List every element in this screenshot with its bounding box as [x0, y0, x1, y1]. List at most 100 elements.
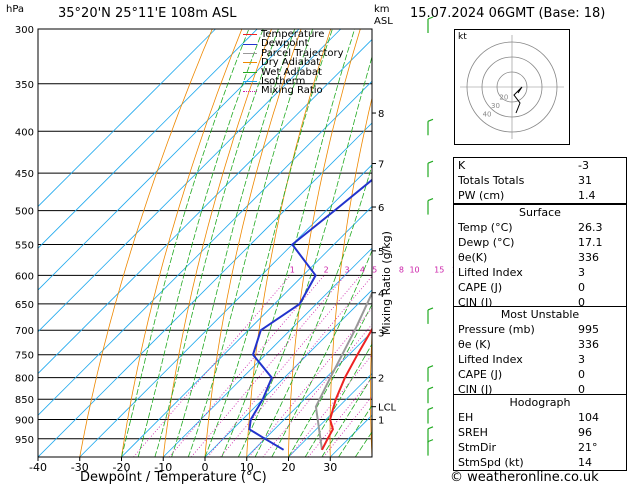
- wet-adiabat: [137, 29, 264, 457]
- legend-item: Dewpoint: [243, 39, 344, 49]
- row-value: 96: [578, 426, 592, 439]
- row-label: Temp (°C): [458, 221, 513, 234]
- row-label: StmDir: [458, 441, 497, 454]
- legend-item: Isotherm: [243, 76, 344, 87]
- legend-item: Parcel Trajectory: [243, 47, 344, 59]
- pressure-tick-label: 650: [15, 300, 34, 311]
- height-tick-label: 7: [378, 160, 384, 171]
- legend-label: Parcel Trajectory: [261, 47, 344, 59]
- row-value: 26.3: [578, 221, 603, 234]
- dry-adiabat: [204, 29, 302, 457]
- table-row: CIN (J) 0: [454, 295, 626, 310]
- height-unit-asl: ASL: [374, 16, 393, 27]
- row-label: K: [458, 159, 466, 172]
- wind-barb-flag: [427, 386, 434, 390]
- legend-item: Wet Adiabat: [243, 67, 344, 77]
- row-value: 17.1: [578, 236, 603, 249]
- dry-adiabat: [246, 29, 332, 457]
- row-value: 995: [578, 323, 599, 336]
- pressure-tick-label: 450: [15, 169, 34, 180]
- wind-barb-flag: [427, 365, 434, 369]
- parcel-trajectory: [314, 290, 372, 450]
- isotherm: [38, 29, 216, 208]
- legend-swatch: [243, 53, 257, 55]
- legend-swatch: [243, 90, 257, 92]
- wind-barb-flag: [427, 307, 434, 311]
- pressure-tick-label: 550: [15, 240, 34, 251]
- x-tick-label: 0: [202, 461, 209, 474]
- legend-swatch: [243, 43, 257, 45]
- isotherm: [38, 29, 258, 249]
- row-value: 104: [578, 411, 599, 424]
- pressure-tick-label: 750: [15, 351, 34, 362]
- table-row: Temp (°C) 26.3: [454, 220, 626, 235]
- wet-adiabat: [321, 375, 372, 457]
- table-row: θe(K) 336: [454, 250, 626, 265]
- row-label: SREH: [458, 426, 488, 439]
- legend-swatch: [243, 62, 257, 64]
- diagram-grid: [38, 29, 372, 457]
- row-value: 3: [578, 353, 585, 366]
- row-value: 1.4: [578, 189, 596, 202]
- row-value: -3: [578, 159, 589, 172]
- surface-table: Surface Temp (°C) 26.3 Dewp (°C) 17.1 θe(K) 33…: [453, 204, 627, 311]
- dry-adiabat: [121, 29, 243, 457]
- height-tick-label: 3: [378, 329, 384, 340]
- date-title: 15.07.2024 06GMT (Base: 18): [410, 6, 606, 21]
- x-tick-label: -40: [29, 461, 47, 474]
- row-label: PW (cm): [458, 189, 505, 202]
- mixing-ratio-label: 5: [372, 265, 377, 274]
- wet-adiabat: [254, 163, 372, 457]
- hodograph-ring-label: 40: [483, 110, 492, 118]
- legend-item: Dry Adiabat: [243, 57, 344, 68]
- pressure-tick-label: 400: [15, 127, 34, 138]
- row-label: CIN (J): [458, 383, 493, 396]
- legend-label: Temperature: [261, 29, 325, 40]
- pressure-tick-label: 350: [15, 80, 34, 91]
- hodograph-unit: kt: [458, 32, 467, 42]
- table-row: Pressure (mb) 995: [454, 322, 626, 337]
- credit: © weatheronline.co.uk: [450, 470, 599, 485]
- mixing-ratio-label: 2: [324, 265, 329, 274]
- pressure-tick-label: 700: [15, 326, 34, 337]
- mixing-ratio-line: [288, 354, 372, 457]
- wet-adiabat: [338, 404, 372, 457]
- height-tick-label: 1: [378, 416, 384, 427]
- wet-adiabat: [238, 55, 372, 457]
- table-title: Hodograph: [509, 396, 571, 409]
- legend-swatch: [243, 81, 257, 83]
- legend: Temperature Dewpoint Parcel Trajectory Dry …: [243, 29, 344, 96]
- table-row: EH 104: [454, 410, 626, 425]
- sounding-profiles: [248, 178, 372, 451]
- pressure-tick-label: 600: [15, 271, 34, 282]
- mixing-ratio-label: 3: [345, 265, 350, 274]
- pressure-tick-label: 800: [15, 374, 34, 385]
- height-tick-label: 8: [378, 109, 384, 120]
- isotherm: [288, 372, 372, 457]
- table-title: Surface: [519, 206, 561, 219]
- x-tick-label: -10: [154, 461, 172, 474]
- wet-adiabat: [121, 29, 250, 457]
- hodograph-table: Hodograph EH 104 SREH 96 StmDir 21° StmSpd (kt)…: [453, 394, 627, 471]
- x-tick-label: -30: [71, 461, 89, 474]
- table-row: CAPE (J) 0: [454, 367, 626, 382]
- height-tick-label: LCL: [378, 403, 397, 414]
- height-tick-label: 6: [378, 203, 384, 214]
- dewpoint-profile: [248, 178, 372, 451]
- row-label: Lifted Index: [458, 353, 523, 366]
- dry-adiabat: [79, 29, 213, 457]
- row-label: Lifted Index: [458, 266, 523, 279]
- diagram-axes: 1234581015202530035040045050055060065070…: [15, 25, 477, 474]
- row-label: θe (K): [458, 338, 491, 351]
- wind-barb-flag: [427, 439, 434, 443]
- table-row: Totals Totals 31: [454, 173, 626, 188]
- x-tick-label: 10: [240, 461, 254, 474]
- table-row: Dewp (°C) 17.1: [454, 235, 626, 250]
- row-label: θe(K): [458, 251, 488, 264]
- table-row: SREH 96: [454, 425, 626, 440]
- dry-adiabat: [162, 29, 272, 457]
- isotherm: [246, 331, 372, 457]
- table-row: CAPE (J) 0: [454, 280, 626, 295]
